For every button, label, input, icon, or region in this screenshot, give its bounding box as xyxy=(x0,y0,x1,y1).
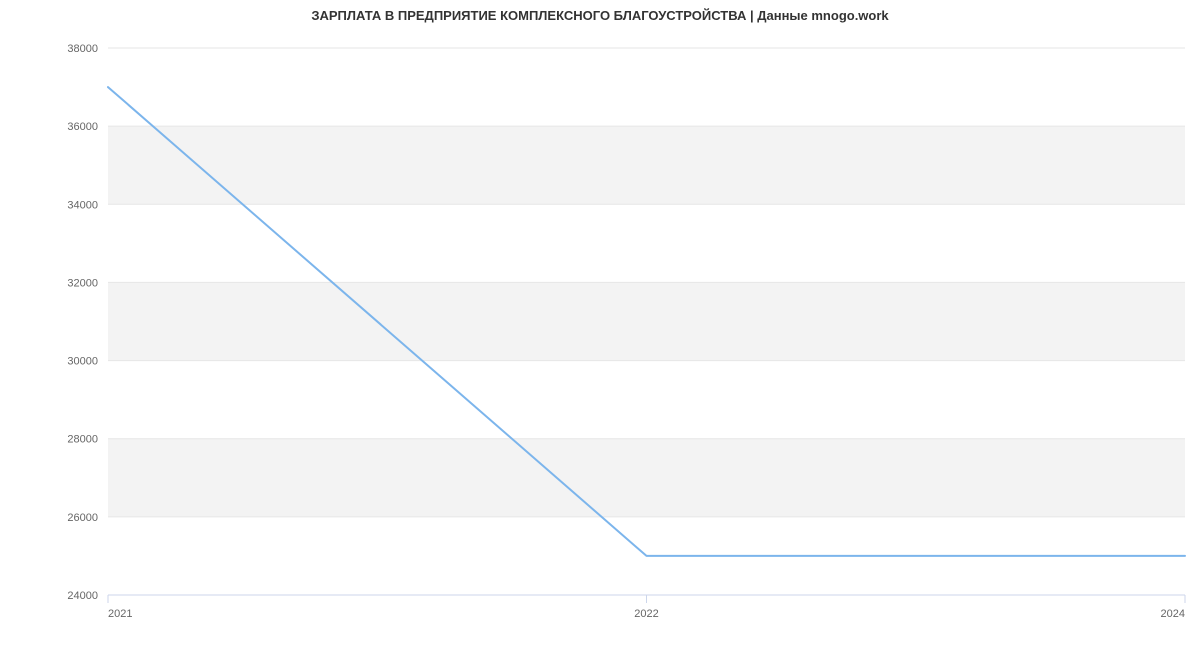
x-axis-tick-label: 2021 xyxy=(108,608,132,620)
x-axis-tick-label: 2024 xyxy=(1161,608,1185,620)
y-axis-tick-label: 30000 xyxy=(67,356,98,368)
y-axis-tick-label: 38000 xyxy=(67,43,98,55)
y-axis-tick-label: 34000 xyxy=(67,199,98,211)
y-axis-tick-label: 24000 xyxy=(67,590,98,602)
y-axis-tick-label: 26000 xyxy=(67,512,98,524)
chart-plot-area: 24000 26000 28000 30000 32000 34000 36000 38000… xyxy=(0,0,1200,650)
y-axis-tick-label: 28000 xyxy=(67,434,98,446)
x-axis-tick-label: 2022 xyxy=(634,608,658,620)
y-axis-tick-label: 36000 xyxy=(67,121,98,133)
salary-line-chart: ЗАРПЛАТА В ПРЕДПРИЯТИЕ КОМПЛЕКСНОГО БЛАГ… xyxy=(0,0,1200,650)
y-axis-tick-label: 32000 xyxy=(67,277,98,289)
chart-title: ЗАРПЛАТА В ПРЕДПРИЯТИЕ КОМПЛЕКСНОГО БЛАГ… xyxy=(0,8,1200,23)
